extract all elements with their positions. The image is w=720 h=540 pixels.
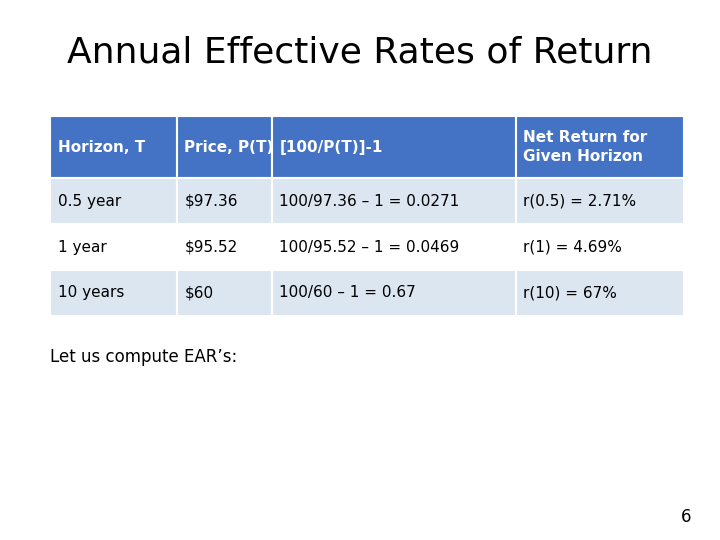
Text: 0.5 year: 0.5 year <box>58 194 121 208</box>
Text: 1 year: 1 year <box>58 240 107 254</box>
Text: r(10) = 67%: r(10) = 67% <box>523 286 617 300</box>
Text: 100/97.36 – 1 = 0.0271: 100/97.36 – 1 = 0.0271 <box>279 194 459 208</box>
Text: 6: 6 <box>680 509 691 526</box>
Text: $97.36: $97.36 <box>184 194 238 208</box>
Text: Price, P(T): Price, P(T) <box>184 140 274 154</box>
Text: r(1) = 4.69%: r(1) = 4.69% <box>523 240 622 254</box>
Text: Net Return for
Given Horizon: Net Return for Given Horizon <box>523 130 647 164</box>
Text: Let us compute EAR’s:: Let us compute EAR’s: <box>50 348 238 366</box>
Text: 100/95.52 – 1 = 0.0469: 100/95.52 – 1 = 0.0469 <box>279 240 459 254</box>
Text: 100/60 – 1 = 0.67: 100/60 – 1 = 0.67 <box>279 286 416 300</box>
Text: Horizon, T: Horizon, T <box>58 140 145 154</box>
Text: Annual Effective Rates of Return: Annual Effective Rates of Return <box>67 35 653 69</box>
Text: r(0.5) = 2.71%: r(0.5) = 2.71% <box>523 194 636 208</box>
Text: $60: $60 <box>184 286 213 300</box>
Text: [100/P(T)]-1: [100/P(T)]-1 <box>279 140 383 154</box>
Text: $95.52: $95.52 <box>184 240 238 254</box>
Text: 10 years: 10 years <box>58 286 124 300</box>
